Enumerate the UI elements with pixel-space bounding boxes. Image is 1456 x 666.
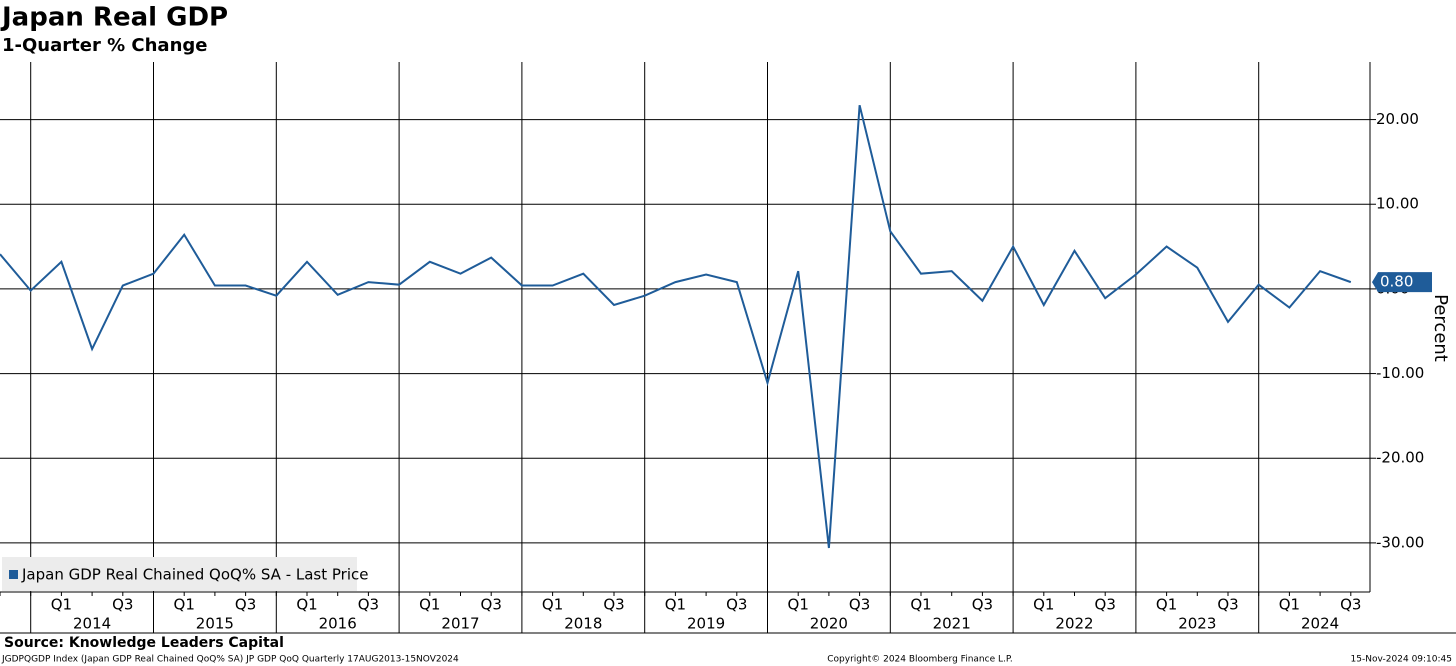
- y-tick-label: 10.00: [1376, 195, 1419, 213]
- x-tick-label: Q3: [1340, 596, 1361, 614]
- x-tick-label: Q3: [235, 596, 256, 614]
- y-tick-label: 20.00: [1376, 110, 1419, 128]
- x-tick-label: Q3: [1217, 596, 1238, 614]
- x-tick-label: Q1: [51, 596, 72, 614]
- footer-center: Copyright© 2024 Bloomberg Finance L.P.: [827, 655, 1012, 665]
- legend-swatch: [9, 570, 18, 579]
- chart-title: Japan Real GDP: [0, 3, 228, 33]
- year-label: 2016: [319, 615, 357, 633]
- x-tick-label: Q1: [1279, 596, 1300, 614]
- x-tick-label: Q1: [1156, 596, 1177, 614]
- x-tick-label: Q3: [358, 596, 379, 614]
- legend-label: Japan GDP Real Chained QoQ% SA - Last Pr…: [21, 566, 369, 584]
- x-tick-label: Q3: [603, 596, 624, 614]
- x-tick-label: Q3: [849, 596, 870, 614]
- x-tick-label: Q1: [174, 596, 195, 614]
- y-tick-label: -10.00: [1376, 364, 1424, 382]
- last-value-label: 0.80: [1380, 273, 1413, 291]
- x-tick-label: Q3: [972, 596, 993, 614]
- year-label: 2021: [933, 615, 971, 633]
- year-label: 2023: [1178, 615, 1216, 633]
- x-tick-label: Q3: [726, 596, 747, 614]
- x-tick-label: Q1: [910, 596, 931, 614]
- legend-box: [2, 557, 357, 591]
- footer-left: JGDPQGDP Index (Japan GDP Real Chained Q…: [1, 655, 459, 665]
- last-value-tag: [1372, 272, 1432, 293]
- chart-subtitle: 1-Quarter % Change: [2, 35, 207, 56]
- year-label: 2015: [196, 615, 234, 633]
- year-label: 2024: [1301, 615, 1339, 633]
- year-label: 2020: [810, 615, 848, 633]
- x-tick-label: Q3: [481, 596, 502, 614]
- y-axis-label: Percent: [1430, 294, 1451, 362]
- x-tick-label: Q1: [1033, 596, 1054, 614]
- x-tick-label: Q1: [419, 596, 440, 614]
- x-tick-label: Q3: [1095, 596, 1116, 614]
- x-tick-label: Q3: [112, 596, 133, 614]
- year-label: 2019: [687, 615, 725, 633]
- year-label: 2014: [73, 615, 111, 633]
- footer-right: 15-Nov-2024 09:10:45: [1351, 655, 1452, 665]
- x-tick-label: Q1: [665, 596, 686, 614]
- series-line: [0, 104, 1352, 549]
- year-label: 2022: [1055, 615, 1093, 633]
- x-tick-label: Q1: [296, 596, 317, 614]
- source: Source: Knowledge Leaders Capital: [4, 635, 284, 651]
- year-label: 2017: [441, 615, 479, 633]
- x-tick-label: Q1: [542, 596, 563, 614]
- y-tick-label: -30.00: [1376, 533, 1424, 551]
- y-tick-label: -20.00: [1376, 449, 1424, 467]
- year-label: 2018: [564, 615, 602, 633]
- x-tick-label: Q1: [788, 596, 809, 614]
